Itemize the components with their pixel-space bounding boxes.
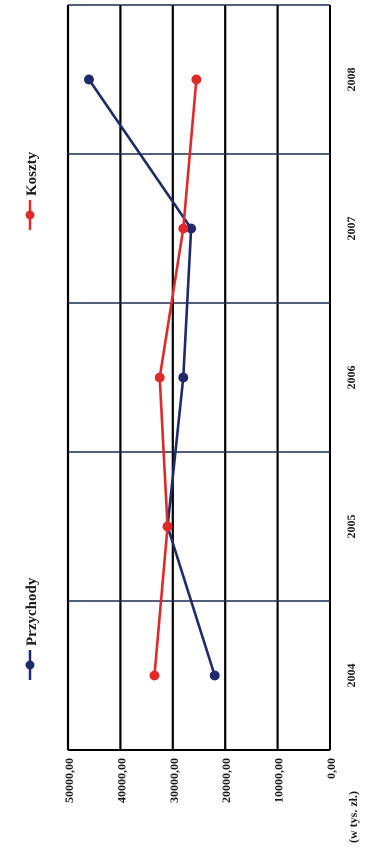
data-point-przychody (186, 223, 197, 234)
value-tick-label: 30000,00 (167, 758, 181, 803)
category-tick-label: 2004 (344, 664, 358, 688)
value-axis: 0,00 10000,00 20000,00 30000,00 40000,00 5000… (62, 758, 338, 803)
series-layer (83, 74, 220, 681)
value-tick-label: 10000,00 (272, 758, 286, 803)
legend-entry-koszty-onscreen: Koszty (24, 151, 40, 230)
data-point-koszty (154, 372, 165, 383)
data-point-przychody (209, 670, 220, 681)
legend: Przychody (24, 577, 40, 680)
legend-entry-przychody: Przychody (24, 577, 40, 680)
data-point-koszty (149, 670, 160, 681)
plot-area (68, 5, 330, 750)
value-axis-unit-label: (w tys. zł.) (346, 791, 360, 843)
data-point-koszty (178, 223, 189, 234)
category-tick-label: 2008 (344, 68, 358, 92)
value-tick-label: 50000,00 (62, 758, 76, 803)
grid (66, 4, 331, 751)
category-tick-label: 2005 (344, 515, 358, 539)
legend-label-koszty: Koszty (24, 151, 40, 196)
value-tick-label: 0,00 (324, 758, 338, 779)
category-tick-label: 2006 (344, 366, 358, 390)
legend-label-przychody: Przychody (24, 577, 40, 646)
data-point-przychody (178, 372, 189, 383)
data-point-koszty (162, 521, 173, 532)
data-point-przychody (83, 74, 94, 85)
data-point-koszty (191, 74, 202, 85)
value-tick-label: 40000,00 (114, 758, 128, 803)
category-tick-label: 2007 (344, 217, 358, 241)
legend-marker-przychody (25, 660, 35, 670)
legend-marker-koszty (25, 210, 35, 220)
value-tick-label: 20000,00 (219, 758, 233, 803)
category-axis: 2004 2005 2006 2007 2008 (344, 68, 358, 688)
